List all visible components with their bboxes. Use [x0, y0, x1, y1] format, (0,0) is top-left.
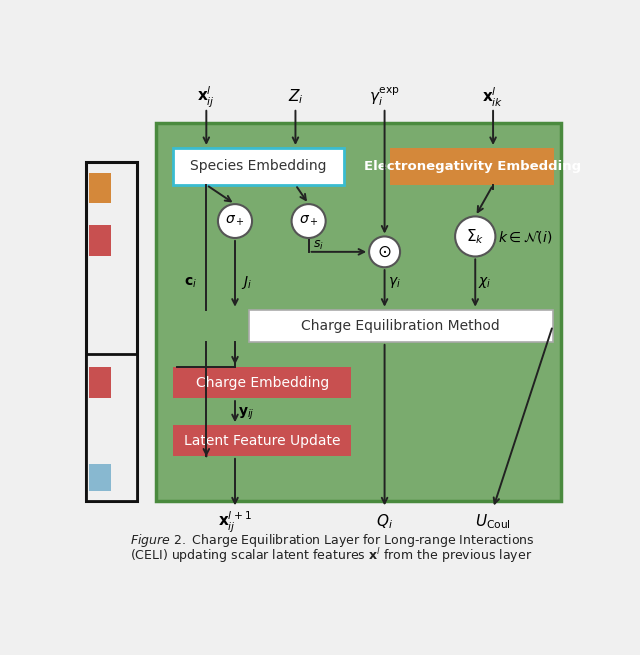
Circle shape: [369, 236, 400, 267]
Text: Species Embedding: Species Embedding: [190, 159, 326, 174]
Text: $\sigma_+$: $\sigma_+$: [225, 214, 245, 228]
Circle shape: [455, 216, 495, 257]
Text: $J_i$: $J_i$: [241, 274, 252, 291]
Text: $\mathbf{c}_i$: $\mathbf{c}_i$: [184, 276, 197, 290]
FancyBboxPatch shape: [88, 367, 111, 398]
Text: $\it{Figure\ 2.}$ Charge Equilibration Layer for Long-range Interactions: $\it{Figure\ 2.}$ Charge Equilibration L…: [131, 532, 535, 549]
Circle shape: [292, 204, 326, 238]
FancyBboxPatch shape: [173, 425, 351, 456]
Text: $s_i$: $s_i$: [313, 239, 324, 252]
FancyBboxPatch shape: [173, 367, 351, 398]
Text: $Z_i$: $Z_i$: [287, 88, 303, 106]
Text: (CELI) updating scalar latent features $\mathbf{x}^l$ from the previous layer: (CELI) updating scalar latent features $…: [131, 546, 532, 565]
Text: $\Sigma_k$: $\Sigma_k$: [466, 227, 484, 246]
FancyBboxPatch shape: [249, 310, 553, 342]
Text: $Q_i$: $Q_i$: [376, 513, 393, 531]
Text: $\mathbf{x}^l_{ik}$: $\mathbf{x}^l_{ik}$: [483, 86, 504, 109]
Text: Charge Equilibration Method: Charge Equilibration Method: [301, 319, 500, 333]
Text: $k \in \mathcal{N}(i)$: $k \in \mathcal{N}(i)$: [499, 228, 553, 245]
Text: $\mathbf{x}^{l+1}_{ij}$: $\mathbf{x}^{l+1}_{ij}$: [218, 510, 252, 534]
FancyBboxPatch shape: [156, 123, 561, 500]
FancyBboxPatch shape: [173, 148, 344, 185]
Text: $\mathbf{x}^l_{ij}$: $\mathbf{x}^l_{ij}$: [197, 84, 215, 109]
Text: $\sigma_+$: $\sigma_+$: [299, 214, 319, 228]
FancyBboxPatch shape: [86, 162, 138, 500]
Text: $\odot$: $\odot$: [378, 243, 392, 261]
Text: Latent Feature Update: Latent Feature Update: [184, 434, 340, 447]
FancyBboxPatch shape: [88, 464, 111, 491]
Text: $U_{\mathrm{Coul}}$: $U_{\mathrm{Coul}}$: [475, 513, 511, 531]
Text: $\chi_i$: $\chi_i$: [478, 275, 492, 290]
Text: $\mathbf{y}_{ij}$: $\mathbf{y}_{ij}$: [238, 405, 255, 422]
FancyBboxPatch shape: [86, 354, 138, 500]
FancyBboxPatch shape: [390, 148, 554, 185]
Text: Charge Embedding: Charge Embedding: [195, 376, 329, 390]
Circle shape: [218, 204, 252, 238]
Text: Electronegativity Embedding: Electronegativity Embedding: [364, 160, 580, 173]
FancyBboxPatch shape: [88, 172, 111, 203]
Text: $\gamma_i$: $\gamma_i$: [388, 275, 401, 290]
Text: $\gamma_i^{\mathrm{exp}}$: $\gamma_i^{\mathrm{exp}}$: [369, 86, 400, 109]
FancyBboxPatch shape: [88, 225, 111, 255]
